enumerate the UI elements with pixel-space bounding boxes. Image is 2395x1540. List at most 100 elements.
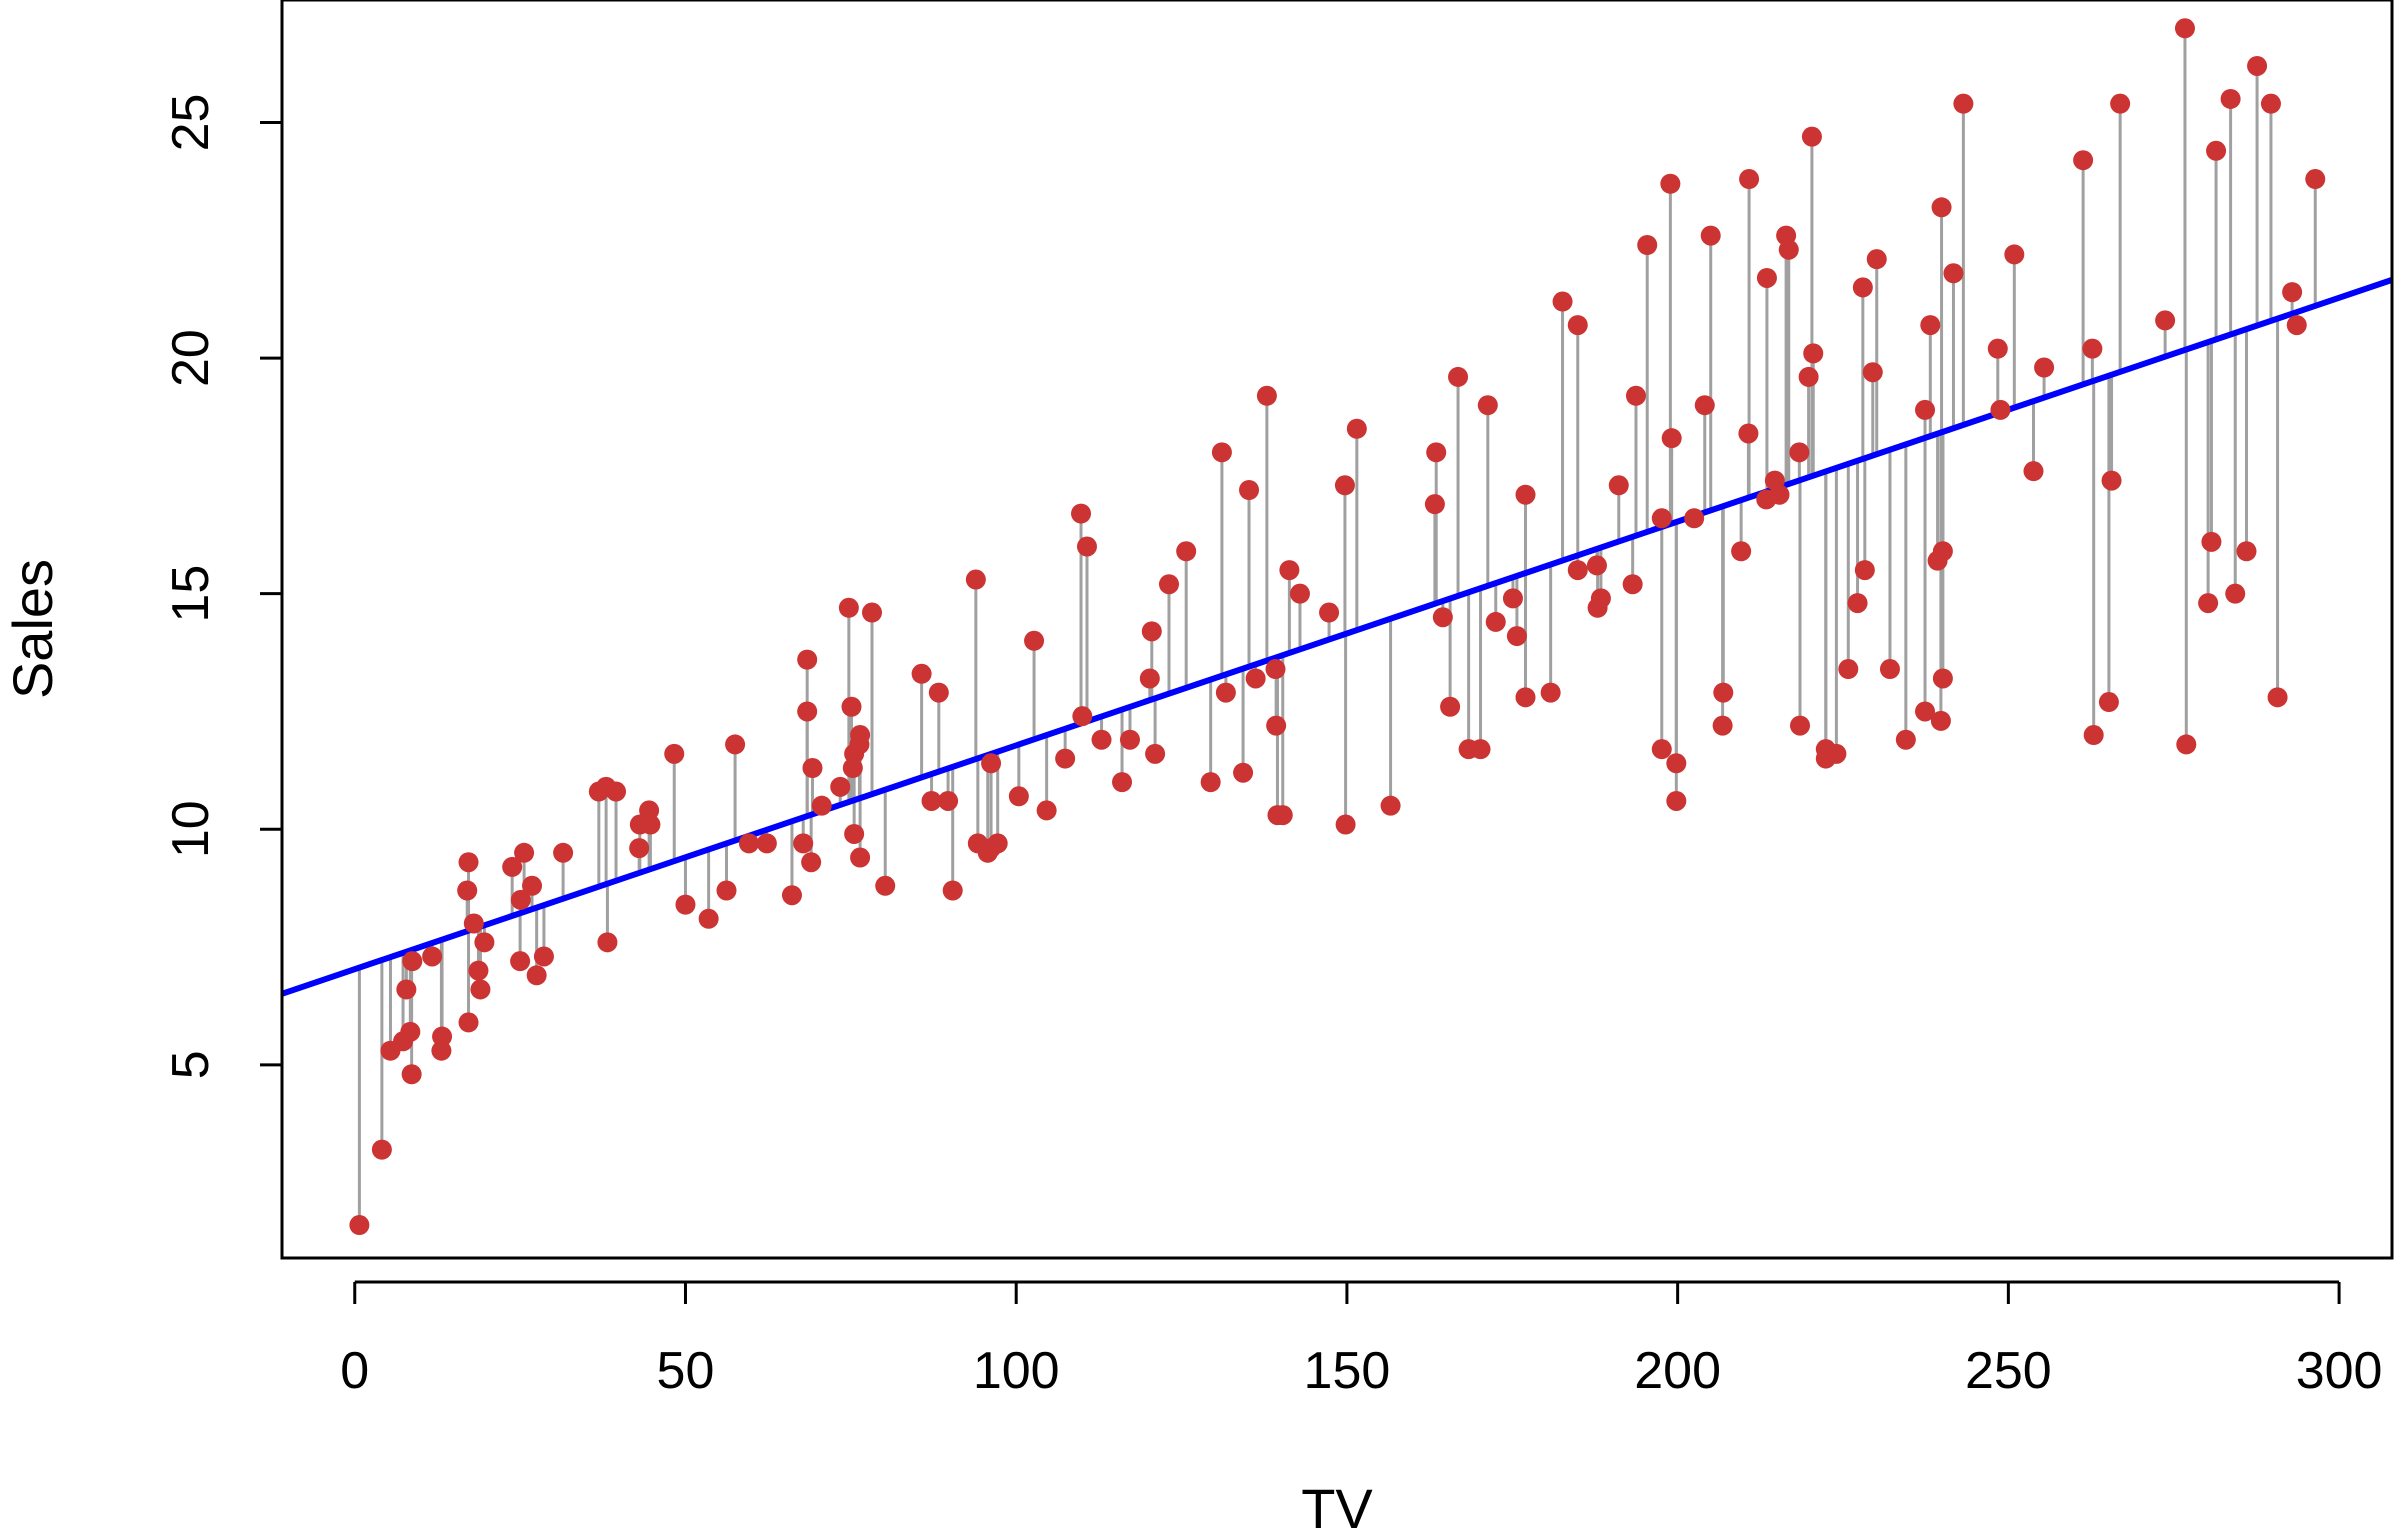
data-point	[716, 880, 737, 901]
data-point	[921, 790, 942, 811]
data-point	[841, 696, 862, 717]
y-axis: 5 10 15 20 25	[162, 94, 284, 1079]
data-point	[1515, 484, 1536, 505]
data-point	[606, 781, 627, 802]
data-point	[2198, 593, 2219, 614]
x-axis-title: TV	[1301, 1477, 1373, 1540]
data-point	[938, 790, 959, 811]
y-tick-label: 5	[162, 1050, 220, 1079]
data-point	[432, 1026, 453, 1047]
data-point	[1072, 706, 1093, 727]
data-point	[844, 823, 865, 844]
data-point	[1256, 385, 1277, 406]
data-point	[738, 833, 759, 854]
data-point	[2034, 357, 2055, 378]
data-point	[1666, 790, 1687, 811]
y-tick-label: 10	[162, 800, 220, 858]
x-tick-label: 300	[2296, 1342, 2383, 1400]
residual-lines	[357, 28, 2317, 1226]
data-point	[458, 852, 479, 873]
data-point	[468, 960, 489, 981]
y-tick-label: 20	[162, 329, 220, 387]
data-point	[1119, 729, 1140, 750]
data-point	[470, 979, 491, 1000]
data-point	[2073, 150, 2094, 171]
data-point	[1622, 574, 1643, 595]
data-point	[1586, 555, 1607, 576]
data-point	[1567, 315, 1588, 336]
data-point	[2236, 541, 2257, 562]
data-point	[1854, 560, 1875, 581]
data-point	[2247, 55, 2268, 76]
data-point	[1826, 743, 1847, 764]
data-point	[2282, 282, 2303, 303]
data-point	[1590, 588, 1611, 609]
data-point	[928, 682, 949, 703]
x-tick-label: 0	[340, 1342, 369, 1400]
data-point	[431, 1040, 452, 1061]
data-point	[1838, 659, 1859, 680]
data-point	[1076, 536, 1097, 557]
data-point	[1778, 239, 1799, 260]
data-point	[850, 725, 871, 746]
data-point	[1847, 593, 1868, 614]
data-point	[1852, 277, 1873, 298]
data-point	[1920, 315, 1941, 336]
data-point	[474, 932, 495, 953]
data-point	[1485, 611, 1506, 632]
data-point	[1801, 126, 1822, 147]
data-point	[965, 569, 986, 590]
data-point	[2174, 18, 2195, 39]
data-point	[1215, 682, 1236, 703]
data-point	[1158, 574, 1179, 595]
data-point	[371, 1139, 392, 1160]
data-point	[1879, 659, 1900, 680]
data-point	[1055, 748, 1076, 769]
data-point	[1739, 169, 1760, 190]
data-point	[1036, 800, 1057, 821]
data-point	[1953, 93, 1974, 114]
data-point	[502, 856, 523, 877]
data-point	[514, 842, 535, 863]
data-point	[1008, 786, 1029, 807]
data-point	[1265, 659, 1286, 680]
data-point	[2023, 461, 2044, 482]
data-point	[725, 734, 746, 755]
data-point	[1660, 173, 1681, 194]
data-point	[1448, 366, 1469, 387]
data-point	[1477, 395, 1498, 416]
data-point	[422, 946, 443, 967]
data-point	[1279, 560, 1300, 581]
data-point	[1567, 560, 1588, 581]
data-point	[1895, 729, 1916, 750]
data-point	[1071, 503, 1092, 524]
data-point	[2220, 88, 2241, 109]
data-point	[629, 838, 650, 859]
data-point	[942, 880, 963, 901]
data-point	[1141, 621, 1162, 642]
data-point	[401, 1064, 422, 1085]
data-point	[664, 743, 685, 764]
data-point	[1515, 687, 1536, 708]
data-point	[2267, 687, 2288, 708]
data-point	[1424, 494, 1445, 515]
data-point	[1932, 541, 1953, 562]
data-point	[862, 602, 883, 623]
y-tick-label: 25	[162, 94, 220, 152]
data-point	[1637, 235, 1658, 256]
data-point	[597, 932, 618, 953]
data-point	[1176, 541, 1197, 562]
data-point	[510, 889, 531, 910]
data-point	[1024, 630, 1045, 651]
data-point	[1987, 338, 2008, 359]
data-point	[911, 663, 932, 684]
data-point	[1756, 267, 1777, 288]
data-point	[1684, 508, 1705, 529]
data-point	[1319, 602, 1340, 623]
data-point	[797, 701, 818, 722]
data-point	[2201, 531, 2222, 552]
data-point	[1712, 715, 1733, 736]
data-point	[2286, 315, 2307, 336]
data-point	[987, 833, 1008, 854]
